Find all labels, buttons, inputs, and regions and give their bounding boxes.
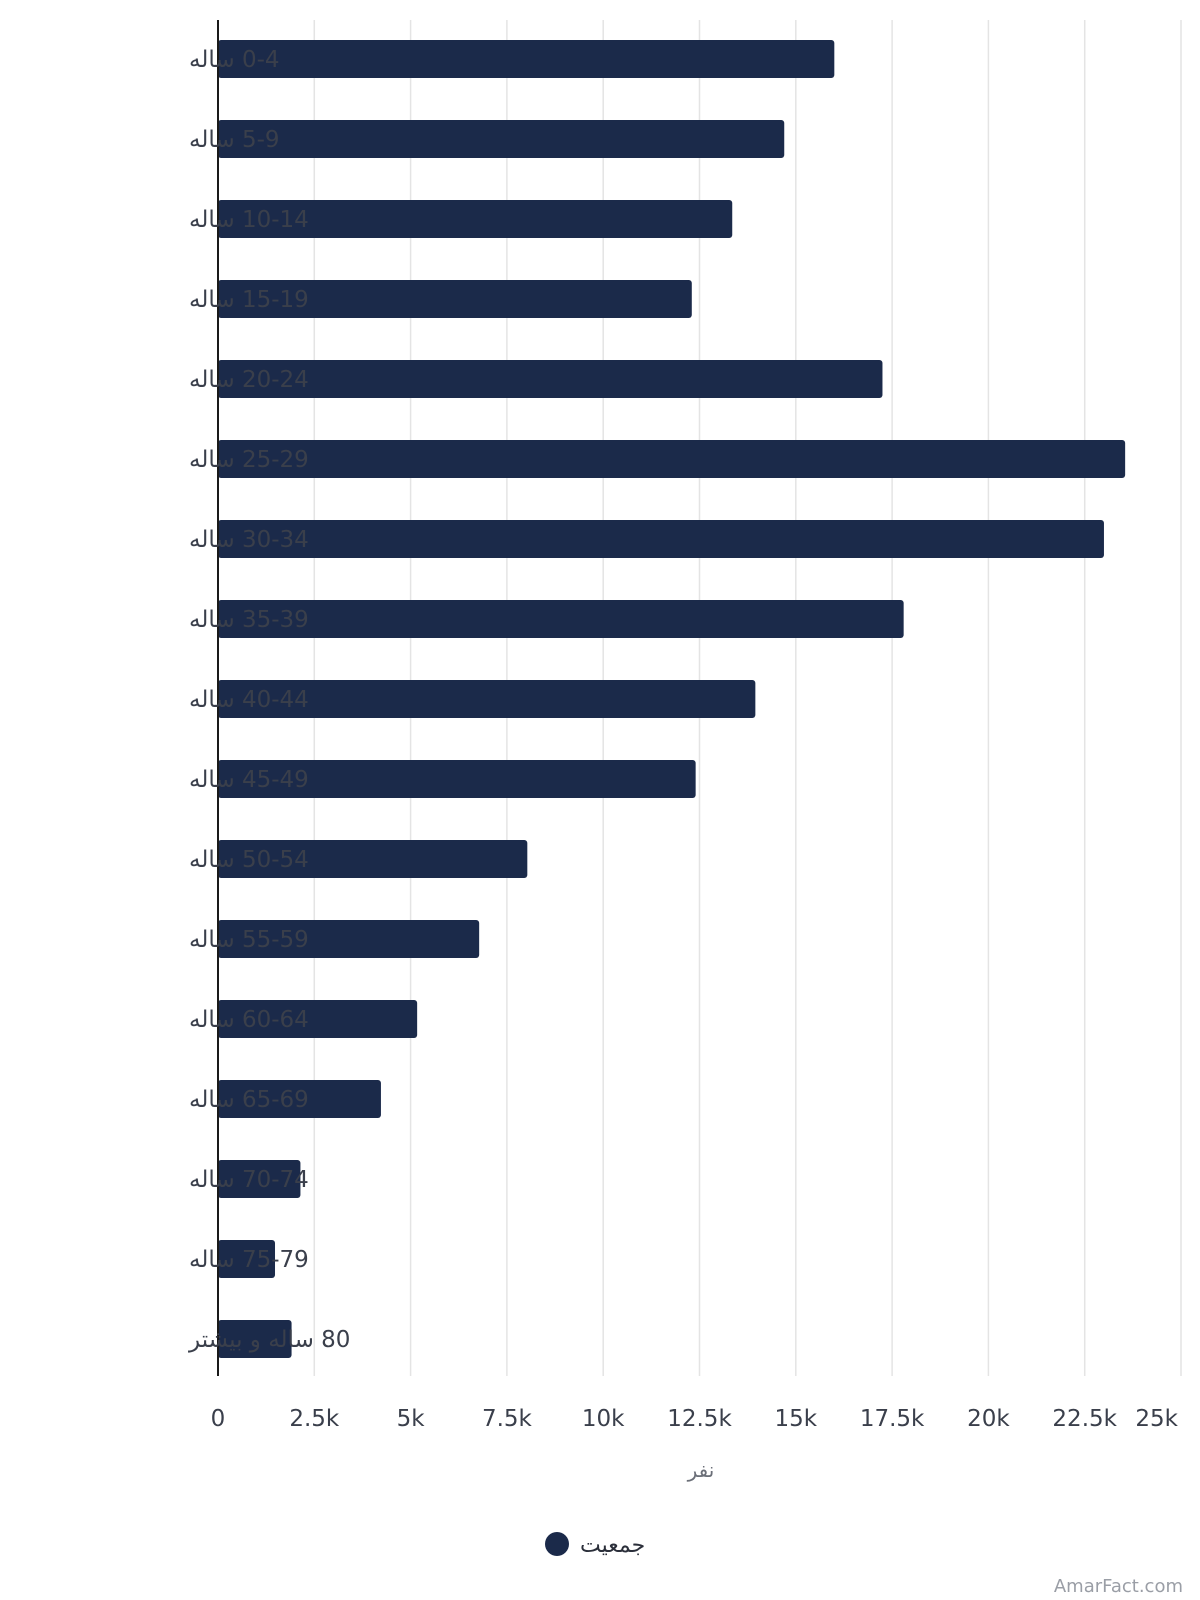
bar[interactable] xyxy=(218,1000,418,1038)
bar[interactable] xyxy=(218,1080,381,1118)
bar[interactable] xyxy=(218,440,1126,478)
legend-label: جمعیت xyxy=(580,1533,645,1558)
bar[interactable] xyxy=(218,120,785,158)
legend[interactable]: جمعیت xyxy=(545,1532,645,1558)
bar[interactable] xyxy=(218,40,835,78)
bar[interactable] xyxy=(218,680,756,718)
category-labels: 0-4 ساله 5-9 ساله 10-14 ساله 15-19 ساله 20-2… xyxy=(188,47,350,1353)
category-label: 10-14 ساله xyxy=(189,207,309,233)
bar[interactable] xyxy=(218,1240,276,1278)
bars xyxy=(218,40,1126,1358)
x-tick-label: 12.5k xyxy=(667,1406,732,1432)
category-label: 0-4 ساله xyxy=(189,47,280,73)
x-tick-label: 22.5k xyxy=(1052,1406,1117,1432)
bar[interactable] xyxy=(218,920,480,958)
category-label: 40-44 ساله xyxy=(189,687,309,713)
bar[interactable] xyxy=(218,600,904,638)
x-tick-label: 10k xyxy=(582,1406,625,1432)
bar[interactable] xyxy=(218,1320,292,1358)
x-tick-label: 25k xyxy=(1135,1406,1178,1432)
x-axis-title: نفر xyxy=(687,1458,715,1482)
category-label: 70-74 ساله xyxy=(189,1167,309,1193)
bar[interactable] xyxy=(218,360,883,398)
category-label: 5-9 ساله xyxy=(189,127,280,153)
category-label: 30-34 ساله xyxy=(189,527,309,553)
category-label: 75-79 ساله xyxy=(189,1247,309,1273)
bar[interactable] xyxy=(218,520,1104,558)
category-label: 45-49 ساله xyxy=(189,767,309,793)
x-tick-label: 0 xyxy=(211,1406,226,1432)
legend-swatch xyxy=(545,1532,569,1556)
category-label: 15-19 ساله xyxy=(189,287,309,313)
x-tick-labels: 0 2.5k 5k 7.5k 10k 12.5k 15k 17.5k 20k 22.5k 25k xyxy=(211,1406,1179,1432)
bar[interactable] xyxy=(218,280,692,318)
bar[interactable] xyxy=(218,760,696,798)
credit-text: AmarFact.com xyxy=(1054,1576,1183,1597)
category-label: 65-69 ساله xyxy=(189,1087,309,1113)
category-label: 35-39 ساله xyxy=(189,607,309,633)
x-tick-label: 7.5k xyxy=(482,1406,533,1432)
category-label: 60-64 ساله xyxy=(189,1007,309,1033)
category-label: 50-54 ساله xyxy=(189,847,309,873)
x-tick-label: 5k xyxy=(397,1406,426,1432)
category-label: 55-59 ساله xyxy=(189,927,309,953)
x-tick-label: 17.5k xyxy=(860,1406,925,1432)
bar[interactable] xyxy=(218,840,528,878)
category-label: 25-29 ساله xyxy=(189,447,309,473)
bar[interactable] xyxy=(218,200,733,238)
x-tick-label: 2.5k xyxy=(289,1406,340,1432)
bar[interactable] xyxy=(218,1160,301,1198)
category-label: 80 ساله و بیشتر xyxy=(188,1327,350,1353)
x-tick-label: 20k xyxy=(967,1406,1010,1432)
x-tick-label: 15k xyxy=(775,1406,818,1432)
category-label: 20-24 ساله xyxy=(189,367,309,393)
